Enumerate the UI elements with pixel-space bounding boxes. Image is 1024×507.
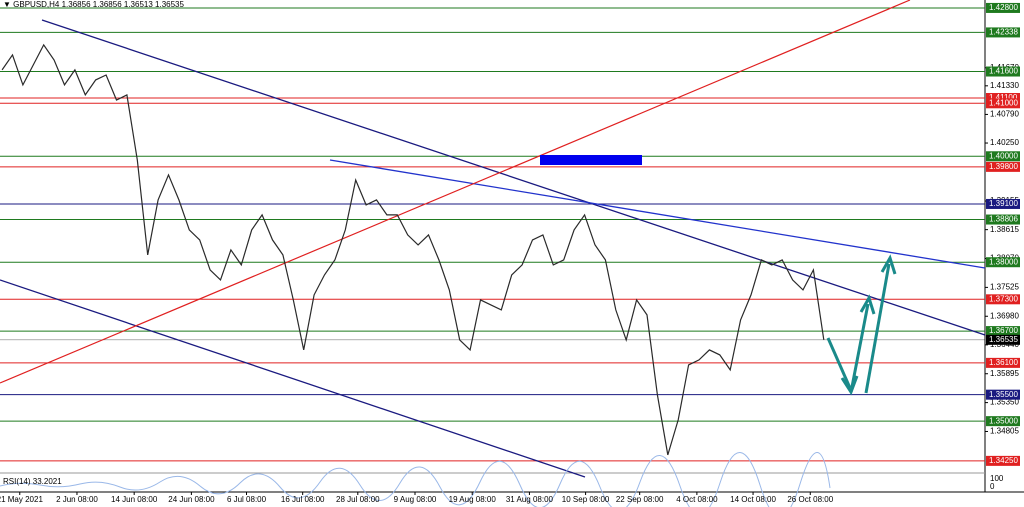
x-tick-label: 21 May 2021	[0, 495, 43, 504]
level-label-box	[986, 214, 1020, 225]
x-tick-label: 4 Oct 08:00	[676, 495, 718, 504]
rsi-label: RSI(14) 33.2021	[3, 477, 62, 486]
rsi-tick-label: 0	[990, 482, 995, 491]
y-tick-label: 1.41330	[990, 81, 1019, 90]
level-label-box	[986, 334, 1020, 345]
level-label: 1.36100	[989, 358, 1018, 367]
price-line	[1, 43, 825, 456]
x-tick-label: 10 Sep 08:00	[562, 495, 610, 504]
x-tick-label: 2 Jun 08:00	[56, 495, 98, 504]
trendline	[0, 279, 586, 478]
level-label: 1.35000	[989, 416, 1018, 425]
level-label: 1.36700	[989, 326, 1018, 335]
y-tick-label: 1.38615	[990, 225, 1019, 234]
level-label-box	[986, 198, 1020, 209]
arrow-head	[880, 254, 897, 275]
y-tick-label: 1.35895	[990, 369, 1019, 378]
trendline	[0, 0, 911, 384]
level-label: 1.39100	[989, 199, 1018, 208]
arrow	[864, 263, 891, 394]
y-tick-label: 1.36980	[990, 311, 1019, 320]
level-label: 1.34250	[989, 456, 1018, 465]
level-label: 1.36535	[989, 335, 1018, 344]
level-label-box	[986, 257, 1020, 268]
level-label: 1.42338	[989, 28, 1018, 37]
level-label: 1.41000	[989, 98, 1018, 107]
x-tick-label: 16 Jul 08:00	[281, 495, 325, 504]
y-tick-label: 1.40790	[990, 110, 1019, 119]
level-label: 1.39800	[989, 162, 1018, 171]
level-label-box	[986, 151, 1020, 162]
x-tick-label: 14 Jun 08:00	[111, 495, 158, 504]
rsi-tick-label: 100	[990, 474, 1004, 483]
x-tick-label: 6 Jul 08:00	[227, 495, 267, 504]
level-label-box	[986, 416, 1020, 427]
level-label-box	[986, 455, 1020, 466]
level-label-box	[986, 294, 1020, 305]
arrows	[826, 254, 897, 396]
level-label: 1.35500	[989, 390, 1018, 399]
level-label-box	[986, 389, 1020, 400]
level-label-box	[986, 66, 1020, 77]
level-label-box	[986, 357, 1020, 368]
level-label-box	[986, 98, 1020, 109]
x-tick-label: 9 Aug 08:00	[394, 495, 437, 504]
y-tick-label: 1.40250	[990, 138, 1019, 147]
x-tick-label: 14 Oct 08:00	[730, 495, 776, 504]
levels	[0, 7, 985, 462]
rsi-line	[0, 452, 831, 507]
trendline	[329, 159, 986, 269]
x-tick-label: 28 Jul 08:00	[336, 495, 380, 504]
level-label: 1.42800	[989, 3, 1018, 12]
level-label: 1.38000	[989, 257, 1018, 266]
zone	[540, 155, 642, 165]
y-tick-label: 1.34805	[990, 427, 1019, 436]
x-tick-label: 24 Jun 08:00	[168, 495, 215, 504]
trendline	[41, 19, 986, 336]
arrow	[826, 337, 852, 389]
x-tick-label: 26 Oct 08:00	[787, 495, 833, 504]
level-label: 1.40000	[989, 151, 1018, 160]
level-label-box	[986, 2, 1020, 13]
level-label: 1.37300	[989, 294, 1018, 303]
y-tick-label: 1.35350	[990, 398, 1019, 407]
arrow	[849, 303, 870, 393]
level-label-box	[986, 27, 1020, 38]
level-label: 1.41600	[989, 67, 1018, 76]
level-label-box	[986, 326, 1020, 337]
y-tick-label: 1.37525	[990, 282, 1019, 291]
x-tick-label: 22 Sep 08:00	[616, 495, 664, 504]
level-label-box	[986, 93, 1020, 104]
level-label: 1.41100	[989, 93, 1018, 102]
x-tick-label: 19 Aug 08:00	[449, 495, 497, 504]
symbol-header: ▼ GBPUSD,H4 1.36856 1.36856 1.36513 1.36…	[3, 0, 184, 9]
arrow-head	[859, 294, 876, 315]
drawings	[0, 0, 986, 478]
level-label-box	[986, 161, 1020, 172]
level-label: 1.38806	[989, 215, 1018, 224]
x-tick-label: 31 Aug 08:00	[506, 495, 554, 504]
